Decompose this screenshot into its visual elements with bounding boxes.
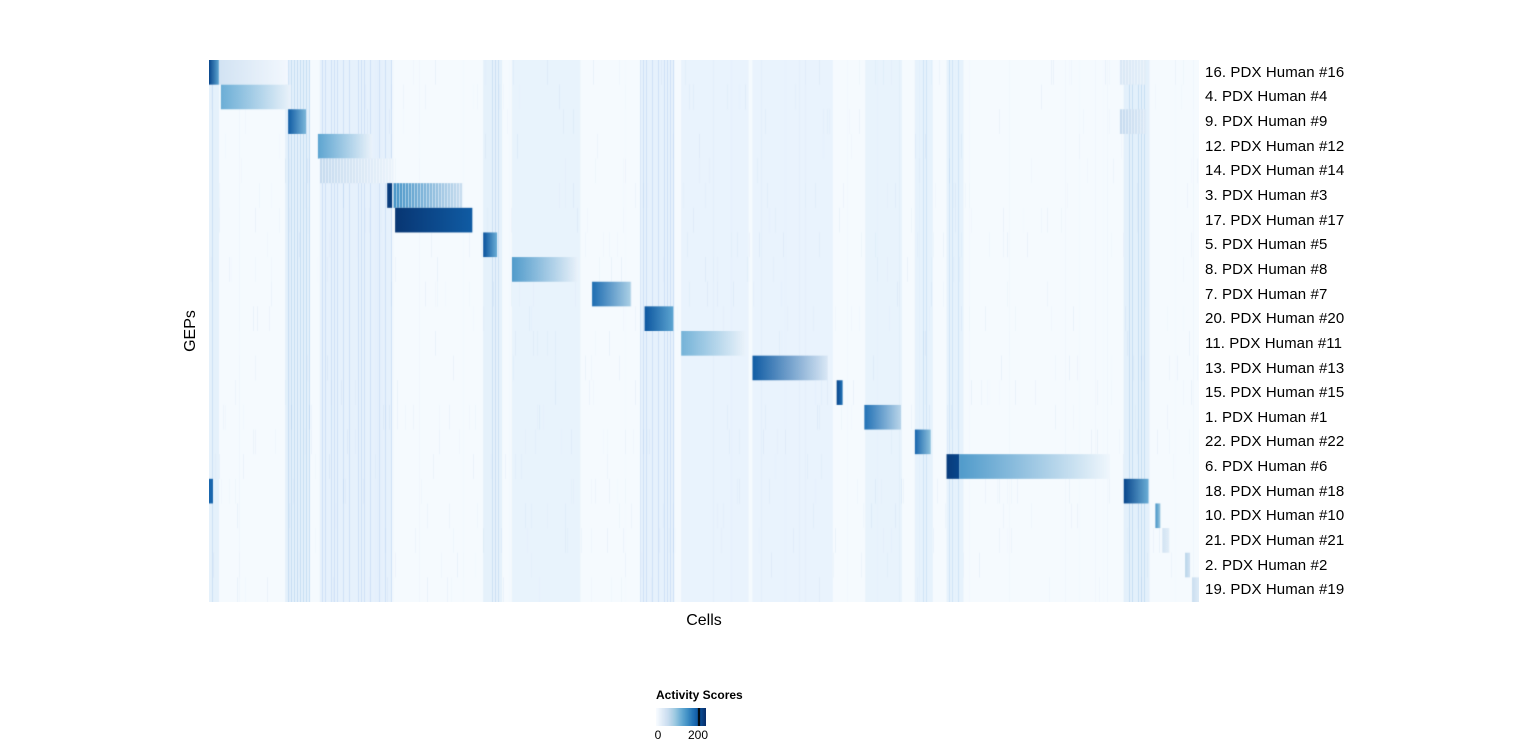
row-label: 20. PDX Human #20 <box>1205 310 1345 328</box>
legend-colorbar <box>656 708 706 726</box>
y-axis-label: GEPs <box>182 310 199 352</box>
row-label: 13. PDX Human #13 <box>1205 359 1345 377</box>
row-label: 1. PDX Human #1 <box>1205 408 1328 426</box>
row-label: 14. PDX Human #14 <box>1205 162 1345 180</box>
row-label: 21. PDX Human #21 <box>1205 531 1345 549</box>
heatmap-plot <box>209 60 1199 602</box>
row-label: 12. PDX Human #12 <box>1205 137 1345 155</box>
row-label: 6. PDX Human #6 <box>1205 458 1328 476</box>
row-label: 11. PDX Human #11 <box>1205 334 1343 352</box>
legend: Activity Scores 0 200 <box>654 688 796 742</box>
x-axis-label: Cells <box>686 612 722 629</box>
legend-title: Activity Scores <box>656 688 743 702</box>
row-label: 7. PDX Human #7 <box>1205 285 1328 303</box>
heatmap-canvas <box>209 60 1199 602</box>
row-label: 18. PDX Human #18 <box>1205 482 1345 500</box>
row-labels: 16. PDX Human #16 4. PDX Human #4 9. PDX H… <box>1205 60 1525 602</box>
row-label: 8. PDX Human #8 <box>1205 260 1328 278</box>
legend-ticks: 0 200 <box>654 728 709 742</box>
row-label: 16. PDX Human #16 <box>1205 63 1345 81</box>
row-label: 10. PDX Human #10 <box>1205 507 1345 525</box>
legend-tick-0: 0 <box>654 728 662 742</box>
row-label: 2. PDX Human #2 <box>1205 556 1328 574</box>
row-label: 17. PDX Human #17 <box>1205 211 1345 229</box>
row-label: 19. PDX Human #19 <box>1205 581 1345 599</box>
row-label: 5. PDX Human #5 <box>1205 236 1328 254</box>
row-label: 9. PDX Human #9 <box>1205 113 1328 131</box>
row-label: 4. PDX Human #4 <box>1205 88 1328 106</box>
row-label: 3. PDX Human #3 <box>1205 187 1328 205</box>
row-label: 15. PDX Human #15 <box>1205 384 1345 402</box>
legend-tick-200: 200 <box>687 728 709 742</box>
row-label: 22. PDX Human #22 <box>1205 433 1345 451</box>
